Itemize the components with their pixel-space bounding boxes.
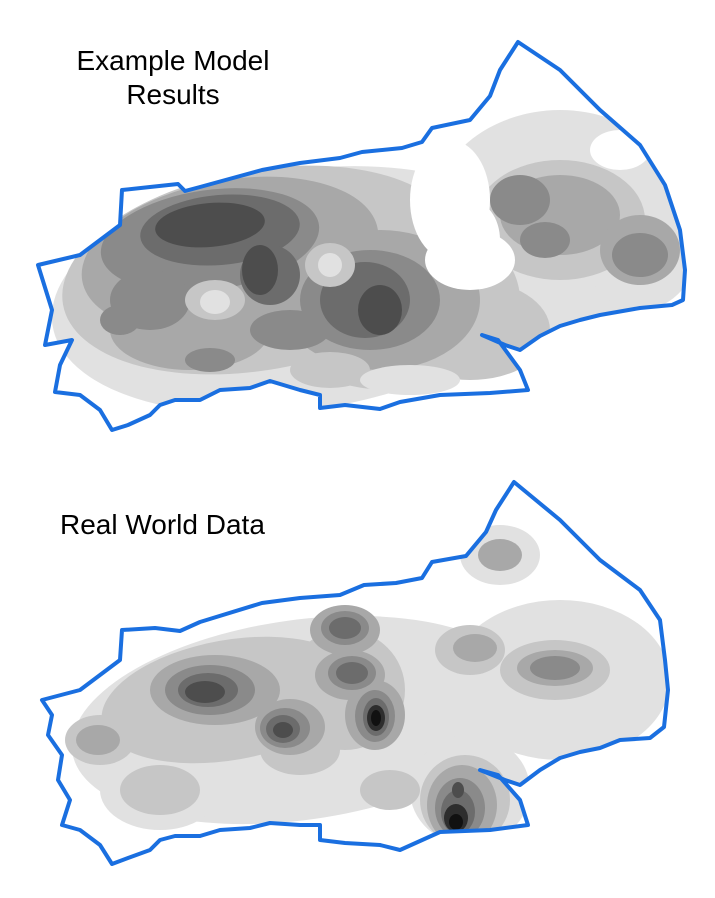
model-density-layer [51, 110, 685, 414]
density-contour [530, 656, 580, 680]
density-contour [612, 233, 668, 277]
model-results-title: Example Model Results [58, 44, 288, 112]
density-contour [100, 305, 140, 335]
density-contour [490, 175, 550, 225]
model-results-title-line2: Results [126, 79, 220, 110]
real-world-data-title: Real World Data [60, 509, 265, 540]
density-contour [478, 539, 522, 571]
density-contour [120, 765, 200, 815]
density-contour [76, 725, 120, 755]
density-contour [360, 770, 420, 810]
model-results-title-line1: Example Model [76, 45, 270, 76]
real-density-layer [42, 482, 668, 864]
density-contour [250, 310, 330, 350]
density-contour [453, 634, 497, 662]
density-contour [185, 681, 225, 703]
density-contour [318, 253, 342, 277]
density-contour [155, 202, 265, 248]
density-contour [371, 710, 381, 726]
density-contour [336, 662, 368, 684]
density-contour [242, 245, 278, 295]
density-contour [329, 617, 361, 639]
density-contour [449, 814, 463, 830]
density-contour [452, 782, 464, 798]
density-contour [425, 230, 515, 290]
real-boundary [40, 480, 670, 866]
density-contour [520, 222, 570, 258]
density-contour [290, 352, 370, 388]
density-contour [273, 722, 293, 738]
model-boundary [36, 40, 687, 432]
density-contour [200, 290, 230, 314]
density-contour [360, 365, 460, 395]
density-contour [358, 285, 402, 335]
density-contour [185, 348, 235, 372]
